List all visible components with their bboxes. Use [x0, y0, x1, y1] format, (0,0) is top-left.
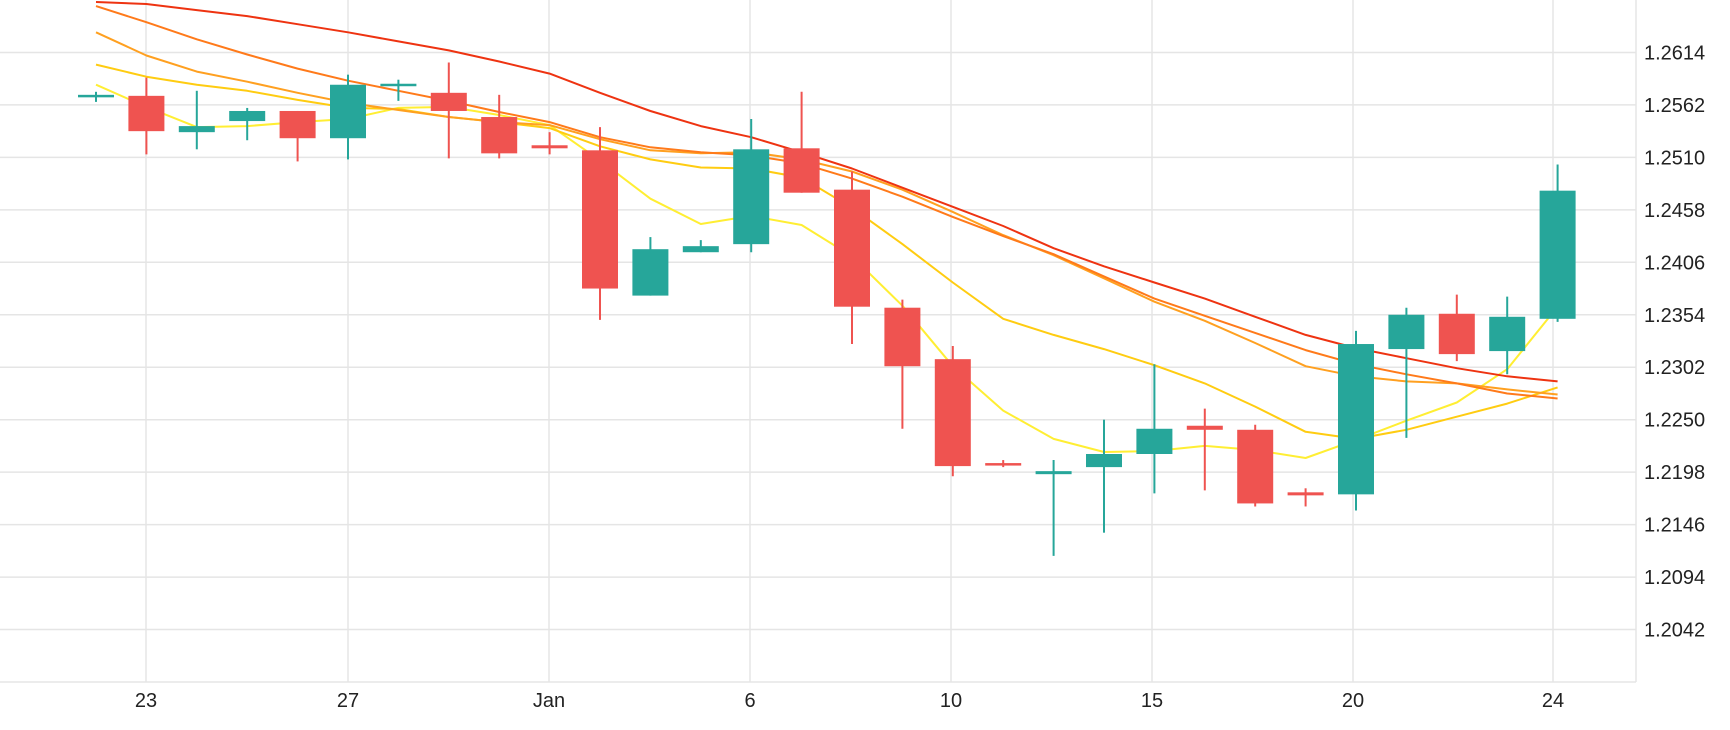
candle: [682, 240, 719, 253]
candle-body: [430, 92, 467, 111]
candle-body: [178, 126, 215, 133]
x-tick-label: 6: [744, 690, 755, 712]
grid-lines: [0, 0, 1637, 683]
candle-body: [330, 84, 366, 139]
candle: [884, 299, 921, 429]
y-tick-label: 1.2094: [1644, 567, 1705, 589]
candles: [78, 62, 1576, 556]
candle: [1287, 488, 1324, 507]
candle: [934, 346, 971, 477]
x-tick-label: 15: [1141, 690, 1163, 712]
candle: [279, 110, 316, 162]
candle-body: [783, 148, 820, 193]
y-tick-label: 1.2042: [1644, 620, 1705, 642]
candle: [1035, 460, 1072, 556]
candle: [1338, 330, 1374, 511]
candle: [834, 171, 870, 345]
candle-body: [1136, 428, 1173, 454]
candle-body: [632, 249, 669, 296]
candle: [1086, 419, 1122, 533]
candle-body: [1438, 313, 1475, 355]
y-tick-label: 1.2354: [1644, 305, 1705, 327]
x-tick-label: 27: [337, 690, 359, 712]
y-tick-label: 1.2302: [1644, 357, 1705, 379]
candle-body: [78, 94, 114, 98]
y-tick-label: 1.2250: [1644, 410, 1705, 432]
x-tick-label: Jan: [533, 690, 565, 712]
candle-body: [481, 117, 518, 154]
candle-body: [1237, 429, 1274, 504]
y-tick-label: 1.2562: [1644, 95, 1705, 117]
candle: [985, 460, 1022, 468]
ma-line-3: [95, 31, 1558, 396]
candle-body: [1186, 425, 1223, 430]
ma-line-4: [95, 5, 1558, 400]
candle-body: [531, 145, 568, 149]
candle: [1489, 296, 1526, 375]
candle: [380, 79, 417, 101]
candle-body: [229, 110, 266, 122]
x-tick-label: 20: [1342, 690, 1364, 712]
candle: [783, 91, 820, 193]
candle: [1388, 307, 1425, 438]
candle-body: [985, 463, 1022, 466]
candle: [1136, 364, 1173, 494]
y-tick-label: 1.2510: [1644, 147, 1705, 169]
candle: [481, 94, 518, 159]
candle: [531, 132, 568, 155]
y-tick-label: 1.2198: [1644, 462, 1705, 484]
candle-body: [1539, 190, 1576, 319]
y-axis: 1.2614 1.2562 1.2510 1.2458 1.2406 1.2354 1.23…: [1644, 42, 1705, 641]
candle: [78, 91, 114, 102]
candle: [632, 237, 669, 296]
candle-body: [380, 83, 417, 87]
candle-body: [682, 246, 719, 253]
candle: [330, 74, 366, 160]
candle-body: [1287, 492, 1324, 496]
candle: [1539, 164, 1576, 322]
y-tick-label: 1.2146: [1644, 515, 1705, 537]
candle-body: [884, 307, 921, 367]
x-axis: 23 27 Jan 6 10 15 20 24: [135, 690, 1564, 712]
y-tick-label: 1.2458: [1644, 200, 1705, 222]
candle: [582, 127, 618, 320]
y-tick-label: 1.2406: [1644, 252, 1705, 274]
y-tick-label: 1.2614: [1644, 42, 1705, 64]
candle-body: [1489, 316, 1526, 352]
candle: [229, 107, 266, 141]
candle: [1237, 424, 1274, 507]
candle-body: [128, 95, 165, 132]
candle-body: [1086, 453, 1122, 468]
candle: [733, 119, 770, 253]
candle-body: [279, 110, 316, 139]
candle-body: [733, 149, 770, 245]
candle-body: [582, 150, 618, 289]
x-tick-label: 24: [1542, 690, 1564, 712]
candle-body: [1338, 344, 1374, 495]
candle-body: [834, 189, 870, 307]
candle-body: [1035, 471, 1072, 475]
candle-body: [934, 359, 971, 467]
candle: [430, 62, 467, 159]
candle: [1438, 294, 1475, 362]
x-tick-label: 10: [940, 690, 962, 712]
candle: [1186, 408, 1223, 491]
candle: [128, 77, 165, 155]
candle-body: [1388, 314, 1425, 350]
candle: [178, 90, 215, 150]
x-tick-label: 23: [135, 690, 157, 712]
ma-line-5: [95, 1, 1558, 383]
